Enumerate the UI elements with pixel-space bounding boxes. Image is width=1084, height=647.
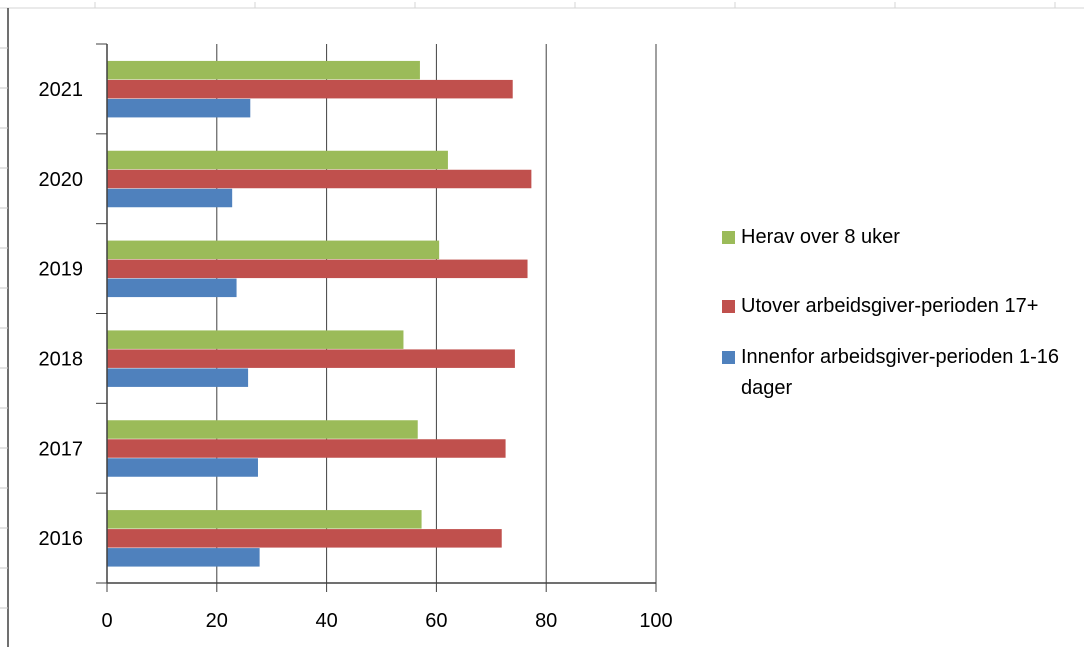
x-tick-label-60: 60 xyxy=(425,610,447,632)
bar-2020-series-1 xyxy=(107,169,532,189)
bar-2021-series-1 xyxy=(107,79,513,99)
bar-2016-series-1 xyxy=(107,529,502,548)
bar-2016-series-2 xyxy=(107,510,422,529)
bar-2018-series-1 xyxy=(107,349,515,368)
bar-2019-series-1 xyxy=(107,259,528,279)
y-tick-label-2018: 2018 xyxy=(39,348,84,370)
bars xyxy=(107,60,532,567)
bar-2021-series-2 xyxy=(107,60,420,80)
y-tick-label-2019: 2019 xyxy=(39,259,84,281)
y-tick-label-2020: 2020 xyxy=(39,169,84,191)
legend-item-innenfor: Innenfor arbeidsgiver-perioden 1-16 dage… xyxy=(722,342,1072,404)
bar-2018-series-2 xyxy=(107,330,404,349)
legend-label-innenfor: Innenfor arbeidsgiver-perioden 1-16 dage… xyxy=(741,346,1059,399)
bar-2020-series-0 xyxy=(107,188,233,208)
legend: Herav over 8 uker Utover arbeidsgiver-pe… xyxy=(722,222,1072,424)
x-tick-label-0: 0 xyxy=(101,610,112,632)
bar-2021-series-0 xyxy=(107,98,251,118)
bar-2017-series-2 xyxy=(107,420,418,439)
x-tick-label-40: 40 xyxy=(315,610,337,632)
axes xyxy=(96,43,657,592)
legend-item-herav: Herav over 8 uker xyxy=(722,222,1072,253)
legend-item-utover: Utover arbeidsgiver-perioden 17+ xyxy=(722,291,1072,322)
legend-swatch-blue xyxy=(722,351,735,364)
legend-label-herav: Herav over 8 uker xyxy=(741,226,900,248)
bar-2018-series-0 xyxy=(107,368,249,387)
y-tick-label-2021: 2021 xyxy=(39,79,84,101)
x-tick-label-80: 80 xyxy=(535,610,557,632)
x-tick-label-20: 20 xyxy=(206,610,228,632)
tick-labels: 2016 2017 2018 2019 2020 2021 0 20 40 60 80 100 xyxy=(39,79,673,632)
bar-2019-series-0 xyxy=(107,278,237,298)
y-tick-label-2016: 2016 xyxy=(39,528,84,550)
legend-swatch-green xyxy=(722,231,735,244)
y-tick-label-2017: 2017 xyxy=(39,438,84,460)
bar-2016-series-0 xyxy=(107,548,260,567)
gridlines xyxy=(216,44,657,583)
bar-2019-series-2 xyxy=(107,240,440,260)
legend-label-utover: Utover arbeidsgiver-perioden 17+ xyxy=(741,295,1039,317)
bar-2017-series-0 xyxy=(107,458,258,477)
bar-2020-series-2 xyxy=(107,150,448,170)
bar-2017-series-1 xyxy=(107,439,506,458)
legend-swatch-red xyxy=(722,300,735,313)
x-tick-label-100: 100 xyxy=(639,610,672,632)
